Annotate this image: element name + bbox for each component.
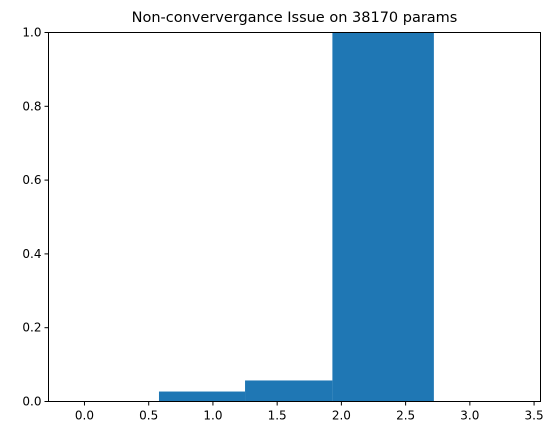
x-tick-label-4: 2.0: [332, 409, 351, 423]
x-tick-label-7: 3.5: [525, 409, 544, 423]
bar-2: [332, 32, 434, 402]
y-tick-label-3: 0.6: [22, 173, 41, 187]
plot-frame: [48, 32, 541, 402]
x-tick-label-5: 2.5: [396, 409, 415, 423]
x-tick-label-1: 0.5: [139, 409, 158, 423]
x-tick-label-0: 0.0: [75, 409, 94, 423]
bar-0: [158, 391, 246, 402]
x-tick-label-3: 1.5: [268, 409, 287, 423]
y-tick-label-1: 0.2: [22, 321, 41, 335]
x-axis: 0.0 0.5 1.0 1.5 2.0 2.5 3.0 3.5: [75, 401, 544, 423]
bar-1: [245, 380, 333, 402]
x-tick-label-2: 1.0: [203, 409, 222, 423]
y-tick-label-0: 0.0: [22, 395, 41, 409]
y-tick-label-2: 0.4: [22, 247, 41, 261]
y-tick-label-5: 1.0: [22, 26, 41, 40]
y-tick-label-4: 0.8: [22, 99, 41, 113]
bars-group: [158, 32, 434, 402]
y-axis: 0.0 0.2 0.4 0.6 0.8 1.0: [22, 26, 49, 409]
chart-title: Non-conververgance Issue on 38170 params: [132, 10, 458, 26]
x-tick-label-6: 3.0: [460, 409, 479, 423]
